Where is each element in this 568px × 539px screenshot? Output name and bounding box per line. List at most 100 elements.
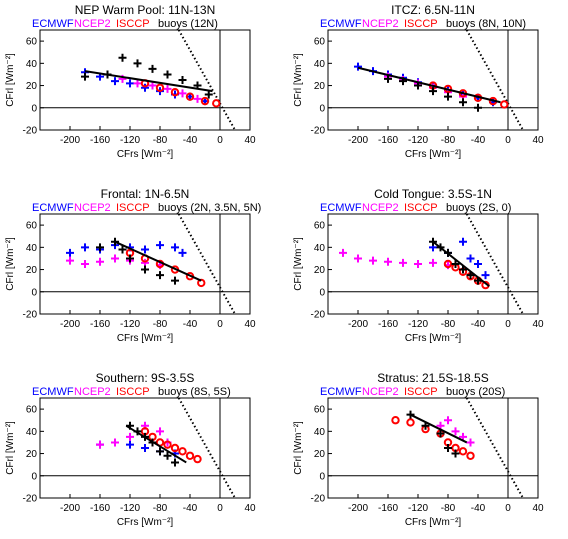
legend-entry-ncep2: NCEP2 (74, 202, 111, 214)
fit-line (114, 240, 202, 282)
x-axis-label: CFrs [Wm⁻²] (405, 333, 462, 344)
point-isccp (406, 418, 415, 427)
legend-entry-isccp: ISCCP (116, 18, 150, 30)
point-isccp (200, 96, 210, 106)
point-isccp (193, 454, 202, 464)
x-tick-label: -80 (441, 135, 456, 146)
y-tick-label: 0 (319, 287, 325, 298)
y-tick-label: -20 (23, 310, 38, 321)
x-axis-label: CFrs [Wm⁻²] (405, 149, 462, 160)
point-buoys (171, 276, 179, 285)
chart-title: Frontal: 1N-6.5N (101, 187, 190, 201)
y-tick-label: 40 (26, 59, 38, 70)
point-ecmwf (81, 243, 89, 252)
legend-entry-buoys: buoys (12N) (158, 18, 218, 30)
y-tick-label: 0 (31, 103, 37, 114)
y-tick-label: 20 (314, 81, 326, 92)
point-buoys (96, 243, 104, 252)
point-ecmwf (171, 243, 179, 252)
point-ecmwf (354, 62, 362, 71)
point-ecmwf (178, 248, 187, 257)
y-axis-label: CFrl [Wm⁻²] (293, 237, 304, 291)
legend-entry-ncep2: NCEP2 (362, 386, 399, 398)
point-buoys (81, 72, 89, 81)
y-tick-label: 20 (26, 81, 38, 92)
legend-entry-buoys: buoys (2S, 0) (446, 202, 511, 214)
zero-net-line (465, 398, 524, 498)
point-ncep2 (178, 89, 187, 98)
point-buoys (204, 90, 213, 99)
point-buoys (444, 444, 452, 452)
data-layer (339, 214, 524, 314)
legend-entry-ncep2: NCEP2 (74, 18, 111, 30)
y-tick-label: 40 (314, 59, 326, 70)
point-isccp (466, 451, 475, 460)
point-ncep2 (451, 427, 460, 436)
point-buoys (171, 458, 179, 467)
point-ecmwf (156, 241, 164, 250)
plot-frame (327, 213, 539, 315)
y-tick-label: 60 (314, 405, 326, 416)
point-ecmwf (466, 254, 475, 263)
point-ncep2 (163, 84, 172, 93)
y-tick-label: 0 (31, 287, 37, 298)
x-tick-label: -120 (408, 319, 428, 330)
x-tick-label: -80 (441, 319, 456, 330)
legend-entry-ecmwf: ECMWF (320, 202, 362, 214)
point-ecmwf (126, 79, 134, 88)
legend-entry-isccp: ISCCP (404, 386, 438, 398)
x-tick-label: -40 (471, 319, 486, 330)
y-tick-label: 0 (319, 103, 325, 114)
x-tick-label: -120 (408, 503, 428, 514)
point-buoys (178, 76, 187, 84)
point-buoys (384, 74, 392, 83)
point-ncep2 (96, 440, 104, 449)
y-tick-label: 60 (26, 221, 38, 232)
x-tick-label: 0 (217, 135, 223, 146)
point-buoys (156, 271, 164, 280)
x-tick-label: -40 (471, 503, 486, 514)
data-layer (81, 30, 236, 130)
x-tick-label: 40 (244, 503, 256, 514)
legend-entry-ncep2: NCEP2 (74, 386, 111, 398)
fit-line (432, 240, 490, 288)
plot-frame (39, 397, 251, 499)
chart-title: Stratus: 21.5S-18.5S (377, 371, 488, 385)
y-tick-label: 60 (26, 37, 38, 48)
x-tick-label: -160 (90, 319, 110, 330)
y-tick-label: -20 (311, 126, 326, 137)
plot-frame (327, 397, 539, 499)
x-tick-label: -200 (60, 503, 80, 514)
fit-line (410, 413, 468, 444)
point-isccp (391, 416, 400, 425)
point-ncep2 (429, 258, 437, 267)
x-tick-label: 0 (505, 503, 511, 514)
legend-entry-ncep2: NCEP2 (362, 18, 399, 30)
x-tick-label: -40 (183, 135, 198, 146)
chart-panel-6: Stratus: 21.5S-18.5S ECMWF NCEP2 ISCCP buoys… (293, 371, 544, 528)
x-tick-label: 40 (532, 135, 544, 146)
zero-net-line (177, 398, 236, 498)
point-isccp (443, 259, 453, 269)
point-ncep2 (414, 260, 422, 268)
plot-frame (39, 29, 251, 131)
point-buoys (459, 98, 467, 107)
x-tick-label: -40 (183, 503, 198, 514)
point-ncep2 (354, 254, 362, 263)
point-buoys (156, 447, 164, 456)
y-tick-label: 20 (314, 265, 326, 276)
data-layer (66, 214, 236, 314)
point-ecmwf (141, 245, 149, 254)
legend-entry-buoys: buoys (8S, 5S) (158, 386, 231, 398)
legend-entry-isccp: ISCCP (116, 386, 150, 398)
point-isccp (155, 83, 165, 92)
x-tick-label: -80 (153, 319, 168, 330)
x-tick-label: -160 (90, 135, 110, 146)
point-ecmwf (126, 440, 134, 449)
point-buoys (459, 265, 467, 274)
point-ncep2 (126, 432, 134, 441)
x-tick-label: -80 (441, 503, 456, 514)
legend-entry-ecmwf: ECMWF (32, 386, 74, 398)
x-tick-label: 40 (244, 135, 256, 146)
